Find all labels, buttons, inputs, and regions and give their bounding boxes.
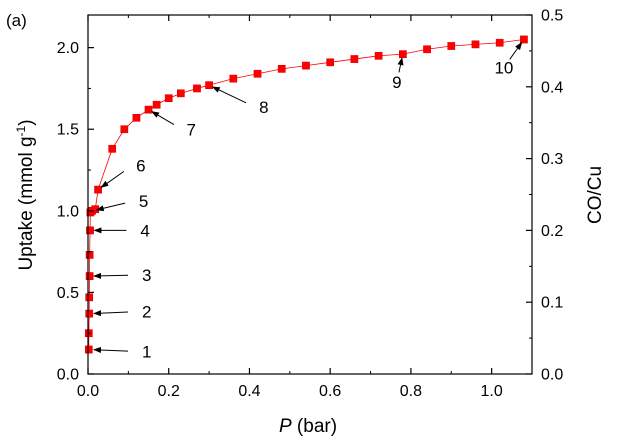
data-point bbox=[447, 42, 456, 50]
data-point bbox=[94, 185, 102, 194]
annotation-label: 5 bbox=[139, 192, 148, 211]
left-y-axis-title-superscript: -1 bbox=[14, 125, 28, 136]
data-point bbox=[85, 293, 94, 302]
data-point bbox=[164, 94, 173, 103]
data-point bbox=[253, 69, 262, 78]
left-y-axis-title-close: ) bbox=[16, 119, 37, 125]
annotation-arrow bbox=[93, 310, 129, 317]
x-tick-label: 0.0 bbox=[77, 383, 99, 400]
data-point bbox=[398, 50, 407, 59]
annotation-label: 7 bbox=[187, 121, 196, 140]
right-y-tick-label: 0.1 bbox=[541, 295, 563, 312]
annotation-label: 6 bbox=[136, 157, 145, 176]
right-y-axis-title: CO/Cu bbox=[585, 166, 606, 224]
annotation-label: 10 bbox=[494, 58, 513, 77]
right-y-tick-label: 0.4 bbox=[541, 79, 563, 96]
data-point bbox=[374, 51, 383, 60]
right-y-tick-label: 0.3 bbox=[541, 151, 563, 168]
annotation-arrow bbox=[93, 346, 129, 353]
left-y-axis-title: Uptake (mmol g-1) bbox=[14, 119, 37, 270]
left-y-tick-label: 1.0 bbox=[57, 203, 79, 220]
annotation-arrow bbox=[211, 86, 247, 104]
series-line bbox=[88, 39, 524, 350]
annotation-label: 8 bbox=[259, 98, 268, 117]
annotation-label: 4 bbox=[140, 221, 149, 240]
right-y-tick-label: 0.0 bbox=[541, 367, 563, 384]
x-axis-title-variable: P bbox=[279, 416, 292, 437]
left-y-axis-title-main: Uptake (mmol g bbox=[16, 136, 37, 270]
data-point bbox=[350, 55, 359, 63]
data-point bbox=[205, 81, 213, 90]
data-point bbox=[495, 38, 504, 47]
panel-label: (a) bbox=[6, 11, 27, 30]
annotation-arrow bbox=[93, 272, 129, 279]
data-point bbox=[423, 45, 431, 54]
right-y-tick-label: 0.5 bbox=[541, 8, 563, 25]
data-point bbox=[84, 345, 93, 354]
annotation-label: 9 bbox=[392, 73, 401, 92]
data-point bbox=[193, 84, 201, 93]
right-y-tick-label: 0.2 bbox=[541, 223, 563, 240]
annotation-arrow bbox=[100, 170, 125, 188]
annotation-label: 3 bbox=[142, 266, 151, 285]
data-point bbox=[85, 272, 94, 280]
x-tick-label: 1.0 bbox=[481, 383, 503, 400]
data-point bbox=[302, 61, 310, 70]
annotation-arrow bbox=[95, 202, 126, 212]
x-axis-title-unit: (bar) bbox=[292, 416, 337, 437]
annotation-label: 2 bbox=[142, 303, 151, 322]
annotation-arrow bbox=[397, 57, 404, 73]
annotation-label: 1 bbox=[142, 343, 151, 362]
data-point bbox=[152, 100, 161, 109]
data-point bbox=[176, 89, 185, 98]
data-point bbox=[85, 309, 94, 318]
data-point bbox=[108, 144, 117, 153]
data-point bbox=[120, 125, 129, 134]
data-point bbox=[229, 74, 238, 83]
data-point bbox=[85, 251, 94, 259]
data-point bbox=[471, 40, 480, 49]
x-tick-label: 0.2 bbox=[158, 383, 180, 400]
x-axis-title: P (bar) bbox=[279, 416, 337, 437]
annotation-arrow bbox=[151, 111, 175, 126]
left-y-tick-label: 1.5 bbox=[57, 122, 79, 139]
left-y-tick-label: 0.5 bbox=[57, 285, 79, 302]
data-point bbox=[520, 35, 528, 44]
left-y-tick-label: 0.0 bbox=[57, 367, 79, 384]
plot-frame bbox=[87, 14, 533, 375]
data-point bbox=[326, 58, 335, 67]
x-tick-label: 0.6 bbox=[319, 383, 341, 400]
left-y-tick-label: 2.0 bbox=[57, 40, 79, 57]
x-tick-label: 0.4 bbox=[238, 383, 260, 400]
data-point bbox=[277, 65, 286, 73]
x-tick-label: 0.8 bbox=[400, 383, 422, 400]
annotation-arrow bbox=[509, 41, 523, 60]
data-point bbox=[144, 105, 153, 114]
data-point bbox=[132, 113, 141, 122]
